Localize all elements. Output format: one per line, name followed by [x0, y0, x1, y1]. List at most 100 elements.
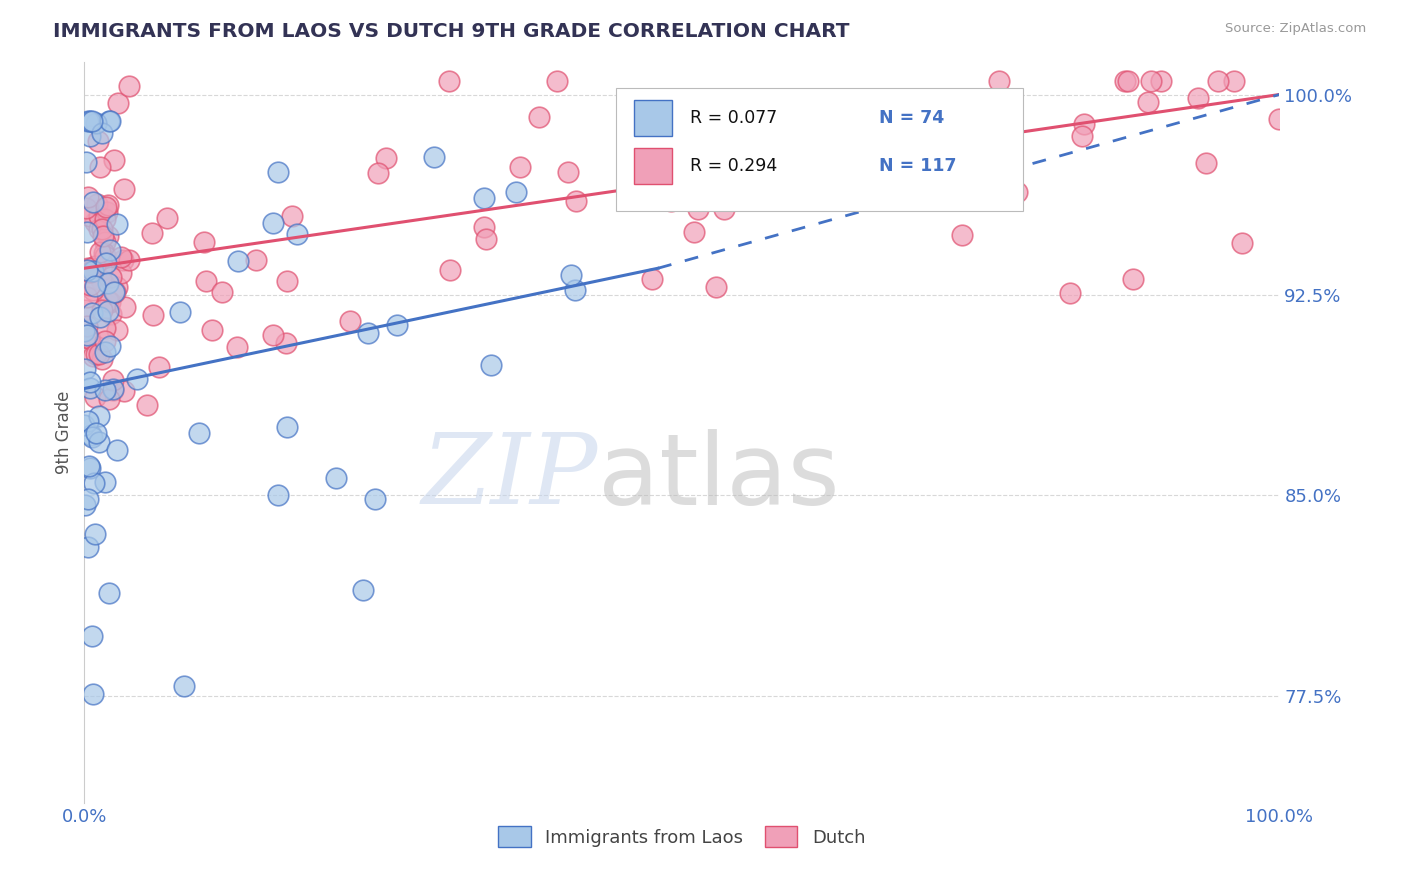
Point [90, 221, 112, 235]
Point [94, 235, 117, 249]
Point [201, 323, 224, 337]
Point [156, 211, 179, 226]
Point [439, 262, 461, 277]
Point [97, 198, 120, 212]
Point [1116, 74, 1139, 88]
Point [173, 679, 195, 693]
Point [82, 283, 104, 297]
Text: atlas: atlas [599, 428, 839, 525]
Point [262, 327, 284, 342]
Point [94, 212, 117, 227]
Point [546, 74, 568, 88]
Point [118, 78, 141, 93]
Point [83, 476, 105, 491]
Point [87, 347, 110, 361]
Point [713, 202, 735, 216]
Point [94, 475, 117, 490]
Point [107, 96, 129, 111]
Point [872, 192, 894, 206]
Point [627, 114, 650, 128]
Point [1208, 74, 1230, 88]
Point [104, 285, 127, 299]
Point [1140, 74, 1163, 88]
Point [564, 283, 586, 297]
Point [80, 427, 103, 442]
Point [262, 216, 284, 230]
Text: N = 117: N = 117 [879, 157, 956, 175]
Point [193, 235, 215, 249]
Y-axis label: 9th Grade: 9th Grade [55, 391, 73, 475]
Point [127, 372, 149, 386]
Point [83, 259, 105, 273]
Point [94, 383, 117, 397]
Point [93, 321, 115, 335]
Point [339, 314, 361, 328]
FancyBboxPatch shape [616, 88, 1022, 211]
Point [565, 194, 588, 208]
Point [76, 189, 98, 203]
Point [112, 384, 135, 399]
Point [76, 414, 98, 428]
Point [97, 303, 120, 318]
Point [375, 152, 398, 166]
Point [623, 114, 645, 128]
Point [617, 114, 640, 128]
Point [98, 244, 121, 258]
Point [87, 409, 110, 423]
Point [90, 127, 112, 141]
Point [110, 266, 132, 280]
Point [950, 228, 973, 243]
Point [79, 114, 101, 128]
Point [79, 265, 101, 279]
Point [276, 274, 298, 288]
Point [1223, 74, 1246, 88]
Point [97, 114, 120, 128]
Point [79, 376, 101, 390]
Point [76, 328, 98, 343]
Point [474, 232, 496, 246]
Point [91, 263, 114, 277]
Point [73, 362, 96, 376]
Point [226, 254, 249, 268]
Point [142, 308, 165, 322]
Point [80, 260, 103, 275]
Legend: Immigrants from Laos, Dutch: Immigrants from Laos, Dutch [491, 819, 873, 855]
Point [846, 152, 869, 166]
Point [105, 322, 128, 336]
Point [80, 114, 103, 128]
Point [79, 210, 101, 224]
Point [683, 225, 706, 239]
Bar [634, 148, 672, 184]
Point [194, 274, 217, 288]
Point [73, 303, 96, 318]
Point [225, 340, 247, 354]
Point [505, 185, 527, 199]
Point [79, 461, 101, 475]
Point [77, 459, 100, 474]
Point [80, 629, 103, 643]
Point [141, 226, 163, 240]
Point [73, 418, 96, 433]
Point [472, 220, 495, 235]
Point [267, 487, 290, 501]
Point [79, 129, 101, 144]
Point [80, 306, 103, 320]
Point [79, 332, 101, 346]
Point [479, 358, 502, 372]
Point [437, 74, 460, 88]
Point [509, 160, 531, 174]
Point [560, 268, 582, 282]
Point [1149, 74, 1171, 88]
Point [276, 420, 298, 434]
Point [82, 350, 104, 364]
Point [385, 318, 408, 333]
Text: R = 0.077: R = 0.077 [690, 109, 778, 127]
Point [117, 253, 139, 268]
Point [357, 326, 380, 340]
Point [77, 114, 100, 128]
Point [77, 492, 100, 507]
Point [97, 392, 120, 406]
Point [84, 115, 107, 129]
Point [364, 491, 387, 506]
Point [84, 215, 107, 229]
